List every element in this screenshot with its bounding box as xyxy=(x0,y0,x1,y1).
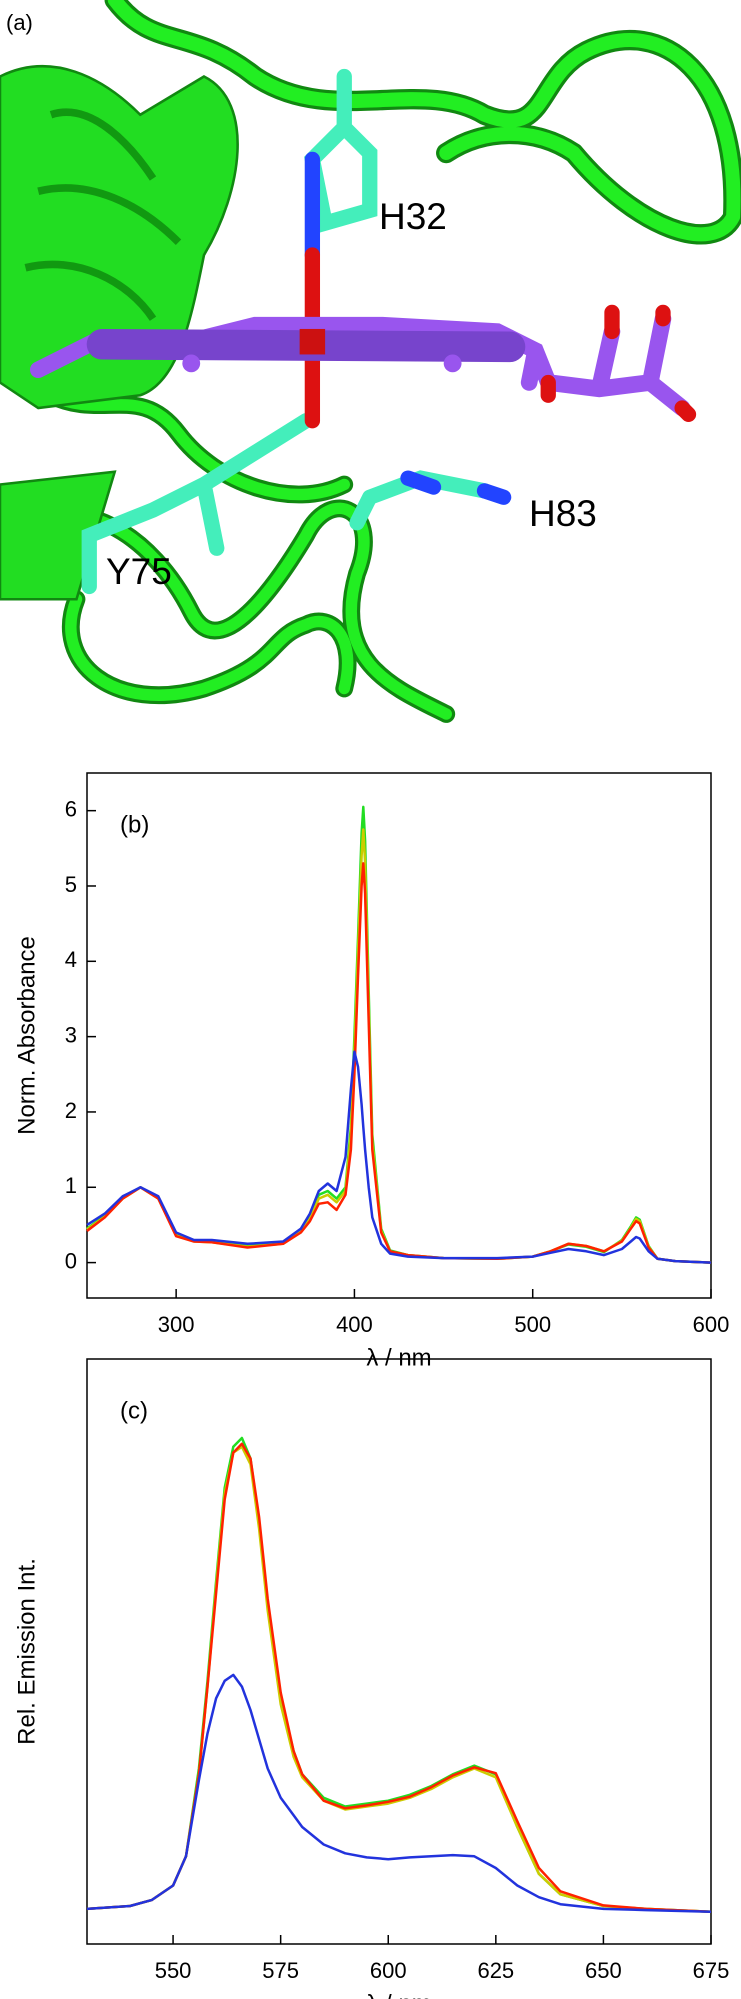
x-tick-label: 600 xyxy=(693,1312,730,1337)
y-tick-label: 0 xyxy=(65,1248,77,1273)
data-line xyxy=(86,828,712,1264)
x-tick-label: 625 xyxy=(477,1958,514,1983)
y-tick-label: 2 xyxy=(65,1098,77,1123)
x-tick-label: 400 xyxy=(336,1312,373,1337)
data-line xyxy=(86,862,712,1264)
x-axis-title: λ / nm xyxy=(366,1344,431,1371)
x-axis-title: λ / nm xyxy=(366,1990,431,1999)
x-tick-label: 575 xyxy=(262,1958,299,1983)
structure-image xyxy=(0,0,741,723)
data-line xyxy=(86,1442,712,1914)
y-tick-label: 4 xyxy=(65,947,77,972)
data-line xyxy=(86,805,712,1264)
panel-label: (a) xyxy=(6,10,33,35)
y-tick-label: 1 xyxy=(65,1173,77,1198)
residue-label: H83 xyxy=(529,493,597,534)
y-axis-title: Rel. Emission Int. xyxy=(13,1558,40,1745)
x-tick-label: 600 xyxy=(370,1958,407,1983)
x-tick-label: 550 xyxy=(155,1958,192,1983)
data-line xyxy=(86,1436,712,1914)
data-line xyxy=(86,1673,712,1914)
x-tick-label: 300 xyxy=(158,1312,195,1337)
x-tick-label: 675 xyxy=(693,1958,730,1983)
panel-label: (c) xyxy=(120,1397,148,1424)
x-tick-label: 650 xyxy=(585,1958,622,1983)
panel-label: (b) xyxy=(120,811,149,838)
data-line xyxy=(86,1445,712,1914)
plot-frame xyxy=(86,1358,712,1945)
y-tick-label: 3 xyxy=(65,1022,77,1047)
residue-label: H32 xyxy=(379,196,447,237)
x-tick-label: 500 xyxy=(514,1312,551,1337)
y-tick-label: 5 xyxy=(65,872,77,897)
y-axis-title: Norm. Absorbance xyxy=(13,936,40,1135)
residue-label: Y75 xyxy=(106,551,172,592)
y-tick-label: 6 xyxy=(65,796,77,821)
plot-frame xyxy=(86,772,712,1299)
data-line xyxy=(86,1050,712,1264)
